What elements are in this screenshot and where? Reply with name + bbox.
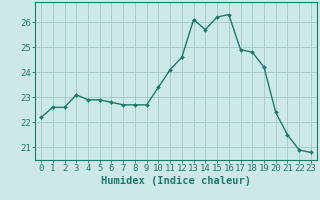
X-axis label: Humidex (Indice chaleur): Humidex (Indice chaleur) <box>101 176 251 186</box>
